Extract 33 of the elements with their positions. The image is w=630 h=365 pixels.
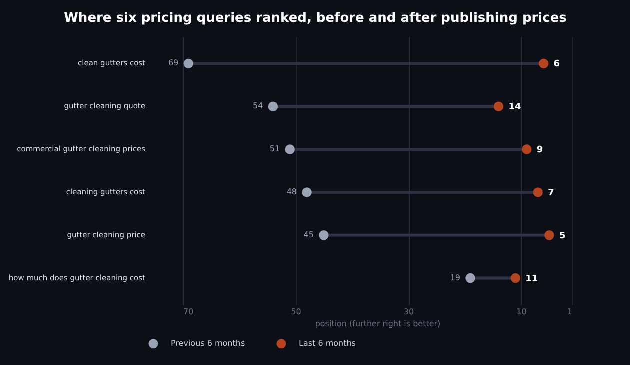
data-label: 51 <box>270 144 280 154</box>
x-axis-title: position (further right is better) <box>315 320 441 328</box>
data-label: 7 <box>548 188 554 198</box>
point <box>466 273 476 284</box>
point <box>522 144 532 154</box>
point <box>302 188 312 198</box>
point <box>533 188 544 198</box>
point <box>510 273 520 284</box>
point <box>184 58 194 69</box>
data-label: 11 <box>526 274 538 284</box>
legend-label: Last 6 months <box>299 338 356 348</box>
x-tick-label: 30 <box>404 308 414 316</box>
data-label: 6 <box>554 60 560 70</box>
chart-title: Where six pricing queries ranked, before and after publishing prices <box>64 11 568 26</box>
x-tick-label: 70 <box>184 308 194 316</box>
data-label: 48 <box>286 187 298 196</box>
x-tick-label: 10 <box>516 308 527 316</box>
x-tick-label: 1 <box>567 308 572 316</box>
point <box>268 102 278 112</box>
legend-label: Previous 6 months <box>171 338 246 348</box>
data-label: 54 <box>253 102 264 111</box>
point <box>285 144 295 154</box>
data-label: 45 <box>304 230 314 240</box>
point <box>319 230 329 240</box>
point <box>544 230 554 240</box>
data-label: 9 <box>536 146 544 156</box>
x-tick-label: 50 <box>291 308 302 316</box>
data-label: 69 <box>168 58 179 68</box>
point <box>538 58 549 69</box>
data-label: 14 <box>508 102 522 113</box>
data-label: 19 <box>450 273 461 282</box>
data-label: 5 <box>559 231 566 242</box>
point <box>494 102 504 112</box>
